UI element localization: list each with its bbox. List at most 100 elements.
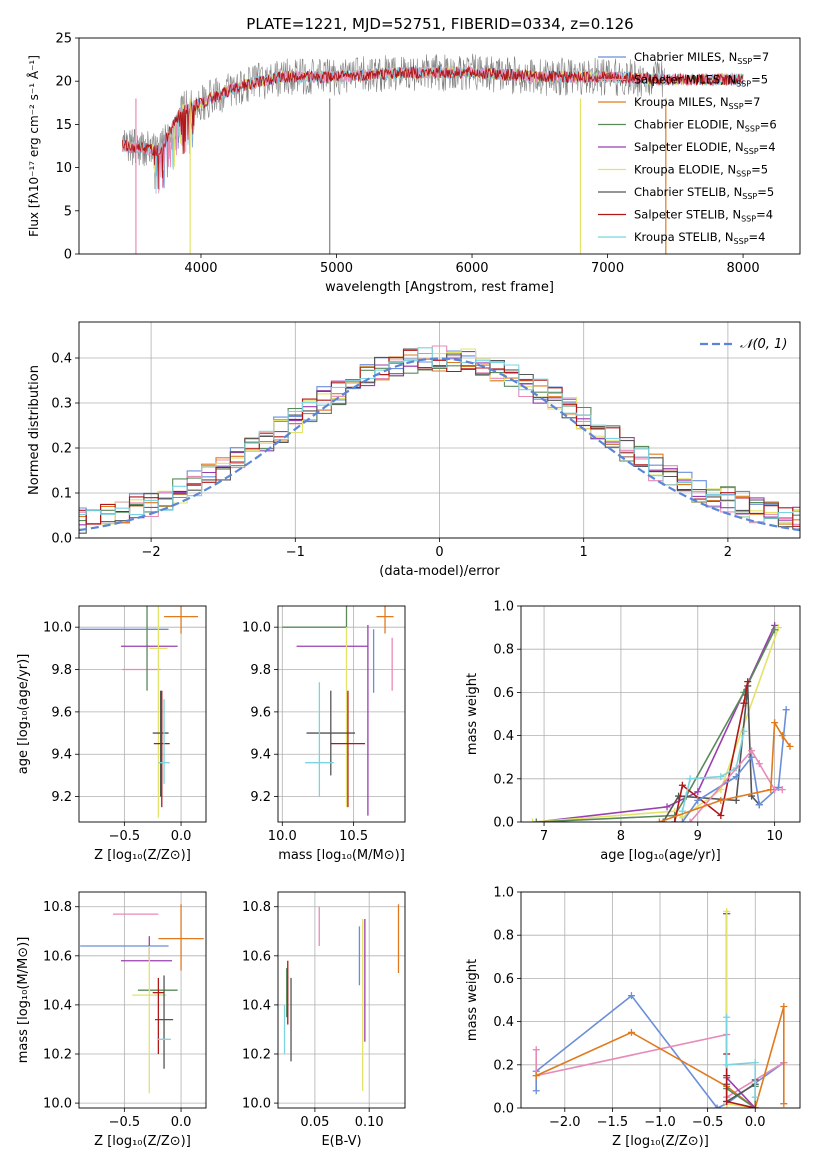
y-tick-label: 9.6	[250, 705, 271, 720]
series-marker	[678, 818, 686, 822]
x-tick-label: 0	[435, 545, 443, 560]
y-tick-label: 5	[64, 204, 72, 219]
x-axis-label: wavelength [Angstrom, rest frame]	[325, 280, 554, 295]
legend-label: Salpeter ELODIE, N	[634, 140, 744, 154]
y-tick-label: 0.0	[51, 532, 72, 547]
x-tick-label: 0.0	[171, 1115, 192, 1130]
y-tick-label: 9.6	[51, 705, 72, 720]
series-marker	[751, 1104, 759, 1108]
x-tick-label: 1	[580, 545, 588, 560]
y-tick-label: 0.4	[493, 1015, 514, 1030]
axes-frame	[520, 891, 801, 1109]
x-tick-label: 0.0	[171, 829, 192, 844]
plot-area	[529, 621, 794, 822]
x-tick-label: 7000	[591, 261, 624, 276]
series-marker	[780, 1002, 788, 1010]
y-tick-label: 1.0	[493, 886, 514, 901]
y-axis-label: Flux [fλ10⁻¹⁷ erg cm⁻² s⁻¹ Å⁻¹]	[26, 55, 41, 237]
x-tick-label: 10.5	[339, 829, 368, 844]
x-tick-label: 10	[766, 829, 783, 844]
mass-vs-reddening-panel: 0.05 0.10 10.0 10.2 10.4 10.6 10.8 E(B-V)	[242, 891, 406, 1149]
series-marker	[778, 786, 786, 794]
legend-subscript: SSP	[744, 147, 759, 156]
mass-vs-metallicity-panel: −0.5 0.0 10.0 10.2 10.4 10.6 10.8 Z [log₁₀(Z/Z⊙…	[16, 891, 207, 1149]
series-marker	[782, 706, 790, 714]
legend-count: =5	[751, 163, 768, 177]
series-marker	[532, 1087, 540, 1095]
y-tick-label: 15	[55, 118, 72, 133]
y-tick-label: 10.0	[43, 1097, 72, 1112]
x-tick-label: 9	[694, 829, 702, 844]
error-bar-point	[152, 977, 165, 1054]
series-marker	[732, 773, 740, 781]
series-line	[725, 911, 756, 1108]
x-tick-label: −1.0	[644, 1115, 676, 1130]
series-marker	[532, 818, 540, 822]
y-tick-label: 9.8	[250, 663, 271, 678]
error-bar-point	[305, 682, 334, 797]
axes-frame	[277, 605, 406, 823]
y-tick-label: 10.4	[242, 998, 271, 1013]
y-axis-label: Normed distribution	[27, 365, 42, 495]
series-line	[659, 719, 791, 822]
ticks: 7 8 9 10 0.0 0.2 0.4 0.6 0.8 1.0	[493, 600, 783, 845]
x-tick-label: 2	[724, 545, 732, 560]
y-tick-label: 25	[55, 32, 72, 47]
ticks: 0.05 0.10 10.0 10.2 10.4 10.6 10.8	[242, 900, 384, 1130]
legend-count: =4	[749, 230, 766, 244]
legend-entry: Kroupa STELIB, NSSP=4	[634, 230, 765, 246]
y-tick-label: 10	[55, 161, 72, 176]
error-bar-point	[296, 625, 369, 816]
series-line	[725, 1017, 757, 1098]
y-tick-label: 10.6	[242, 949, 271, 964]
error-bar-point	[149, 606, 168, 818]
residual-histogram-panel: −2 −1 0 1 2 0.0 0.1 0.2 0.3 0.4 𝒩(0, 1) (data-model…	[27, 321, 801, 579]
legend-count: =4	[756, 208, 773, 222]
legend-subscript: SSP	[742, 192, 757, 201]
plot-area	[283, 904, 400, 1091]
ticks: 10.0 10.5 9.2 9.4 9.6 9.8 10.0	[242, 621, 368, 844]
x-tick-label: −1	[286, 545, 305, 560]
legend-entry: Salpeter ELODIE, NSSP=4	[634, 140, 776, 156]
series-marker	[713, 1104, 721, 1108]
mass-weight-vs-age-panel: 7 8 9 10 0.0 0.2 0.4 0.6 0.8 1.0 age [log₁₀(age/yr…	[465, 600, 801, 863]
legend-entry: Kroupa MILES, NSSP=7	[634, 95, 760, 111]
series-marker	[655, 818, 663, 822]
series-marker	[748, 753, 756, 761]
series-line	[725, 913, 756, 1108]
axes-frame	[78, 605, 207, 823]
legend-count: =5	[757, 185, 774, 199]
error-bar-point	[306, 690, 356, 776]
y-tick-label: 0.2	[493, 1058, 514, 1073]
legend-label: Kroupa ELODIE, N	[634, 163, 736, 177]
series-marker	[717, 812, 725, 820]
y-tick-label: 9.2	[250, 790, 271, 805]
series-marker	[755, 801, 763, 809]
series-marker	[755, 760, 763, 768]
y-tick-label: 10.0	[242, 1097, 271, 1112]
error-bar-point	[158, 904, 204, 971]
series-marker	[771, 719, 779, 727]
error-bar-point	[158, 699, 170, 784]
ticks: −2.0 −1.5 −1.0 −0.5 0.0 0.0 0.2 0.4 0.6 0.8 1.0	[493, 886, 765, 1131]
ticks: −2 −1 0 1 2 0.0 0.1 0.2 0.3 0.4	[51, 352, 732, 561]
axes-frame	[78, 891, 207, 1109]
x-tick-label: −2.0	[549, 1115, 581, 1130]
series-marker	[767, 786, 775, 794]
y-tick-label: 9.4	[51, 748, 72, 763]
y-tick-label: 9.2	[51, 790, 72, 805]
y-tick-label: 0	[64, 248, 72, 263]
y-axis-label: mass weight	[465, 959, 480, 1041]
series-marker	[780, 1100, 788, 1108]
series-marker	[771, 626, 779, 634]
axes-frame	[78, 37, 801, 255]
y-tick-label: 0.2	[493, 772, 514, 787]
y-tick-label: 1.0	[493, 600, 514, 615]
legend-label: Chabrier MILES, N	[634, 50, 737, 64]
legend-count: =7	[744, 95, 761, 109]
mass-weight-vs-metallicity-panel: −2.0 −1.5 −1.0 −0.5 0.0 0.0 0.2 0.4 0.6 0.8 1.0 Z […	[465, 886, 801, 1149]
legend-entry: Salpeter STELIB, NSSP=4	[634, 208, 773, 224]
spectrum-panel: 4000 5000 6000 7000 8000 0 5 10 15 20 25 wavelength…	[26, 32, 801, 295]
